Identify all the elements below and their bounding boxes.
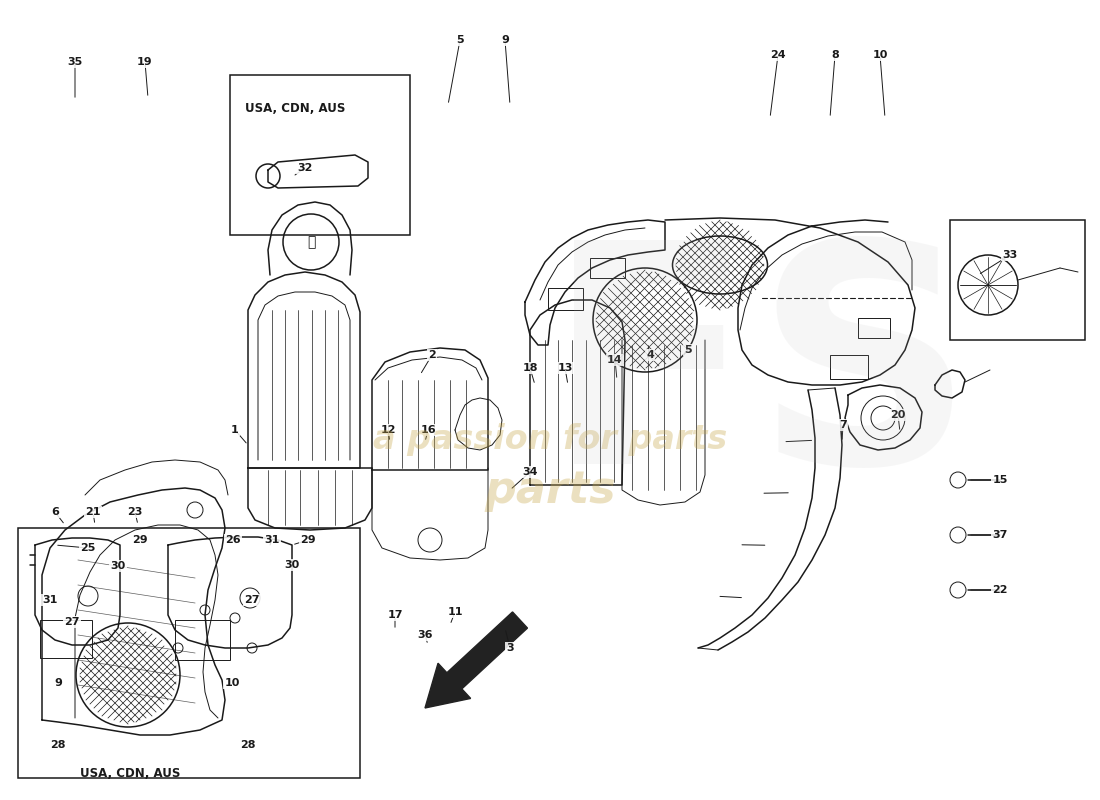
Bar xyxy=(230,75,410,235)
Text: a passion for parts: a passion for parts xyxy=(373,423,727,457)
Bar xyxy=(175,620,230,660)
Text: FS: FS xyxy=(546,231,975,529)
Text: 31: 31 xyxy=(42,595,57,605)
Text: 37: 37 xyxy=(992,530,1008,540)
Text: 14: 14 xyxy=(607,355,623,365)
Text: 30: 30 xyxy=(285,560,299,570)
Text: 1: 1 xyxy=(231,425,239,435)
Text: 5: 5 xyxy=(684,345,692,355)
Text: 33: 33 xyxy=(1002,250,1018,260)
Text: 19: 19 xyxy=(138,57,153,67)
Text: 4: 4 xyxy=(646,350,653,360)
Text: 28: 28 xyxy=(51,740,66,750)
Text: 26: 26 xyxy=(226,535,241,545)
Text: 34: 34 xyxy=(522,467,538,477)
Text: 32: 32 xyxy=(297,163,312,173)
Text: 20: 20 xyxy=(890,410,905,420)
Text: 24: 24 xyxy=(770,50,785,60)
Text: 11: 11 xyxy=(448,607,463,617)
FancyArrow shape xyxy=(425,612,528,708)
Text: 35: 35 xyxy=(67,57,82,67)
Bar xyxy=(830,355,868,379)
Text: 15: 15 xyxy=(992,475,1008,485)
Text: 25: 25 xyxy=(80,543,96,553)
Bar xyxy=(18,528,360,778)
Text: 13: 13 xyxy=(558,363,573,373)
Text: 28: 28 xyxy=(240,740,255,750)
Text: USA, CDN, AUS: USA, CDN, AUS xyxy=(80,767,180,780)
Text: 36: 36 xyxy=(417,630,432,640)
Text: 31: 31 xyxy=(264,535,279,545)
Text: ᠻ: ᠻ xyxy=(307,235,316,249)
Text: 9: 9 xyxy=(502,35,509,45)
Text: 10: 10 xyxy=(224,678,240,688)
Text: 12: 12 xyxy=(381,425,396,435)
Text: 2: 2 xyxy=(428,350,436,360)
Text: 22: 22 xyxy=(992,585,1008,595)
Text: 23: 23 xyxy=(128,507,143,517)
Text: 29: 29 xyxy=(300,535,316,545)
Text: 30: 30 xyxy=(110,561,125,571)
Text: parts: parts xyxy=(484,469,616,511)
Bar xyxy=(858,318,890,338)
Bar xyxy=(590,258,625,278)
Text: 27: 27 xyxy=(64,617,79,627)
Text: 6: 6 xyxy=(51,507,59,517)
Text: 7: 7 xyxy=(839,420,847,430)
Bar xyxy=(950,220,1085,340)
Text: 3: 3 xyxy=(506,643,514,653)
Text: 21: 21 xyxy=(86,507,101,517)
Text: 9: 9 xyxy=(54,678,62,688)
Text: USA, CDN, AUS: USA, CDN, AUS xyxy=(245,102,345,115)
Text: 8: 8 xyxy=(832,50,839,60)
Text: 5: 5 xyxy=(456,35,464,45)
Bar xyxy=(40,620,92,658)
Bar xyxy=(548,288,583,310)
Text: 10: 10 xyxy=(872,50,888,60)
Text: 16: 16 xyxy=(420,425,436,435)
Text: 29: 29 xyxy=(132,535,147,545)
Text: 18: 18 xyxy=(522,363,538,373)
Text: 27: 27 xyxy=(244,595,260,605)
Text: 17: 17 xyxy=(387,610,403,620)
